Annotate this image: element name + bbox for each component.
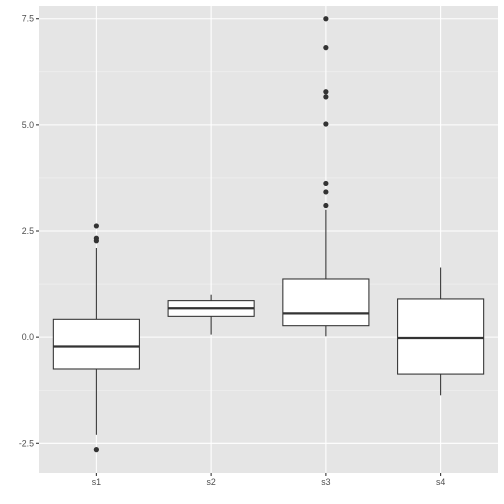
x-tick-label-s2: s2 [206, 477, 215, 487]
iqr-box [52, 318, 140, 370]
y-tick-label: -2.5 [19, 438, 34, 448]
outlier-point [93, 447, 99, 453]
y-tick-label: 5.0 [22, 120, 34, 130]
boxes-layer [52, 16, 485, 453]
iqr-box [397, 298, 485, 375]
x-axis: s1 s2 s3 s4 [92, 473, 445, 487]
outlier-point [323, 121, 329, 127]
outlier-point [323, 189, 329, 195]
outlier-point [93, 238, 99, 244]
iqr-box [282, 278, 370, 327]
y-tick-label: 0.0 [22, 332, 34, 342]
outlier-point [323, 202, 329, 209]
y-axis: -2.5 0.0 2.5 5.0 7.5 [19, 14, 39, 448]
outlier-point [323, 180, 329, 187]
minor-gridlines [39, 71, 498, 391]
x-tick-label-s3: s3 [321, 477, 330, 487]
box-s3 [282, 16, 370, 337]
outlier-point [323, 16, 329, 22]
outlier-point [323, 45, 329, 51]
y-tick-label: 7.5 [22, 14, 34, 24]
box-s1 [52, 223, 140, 453]
box-s2 [167, 294, 255, 335]
y-tick-label: 2.5 [22, 226, 34, 236]
x-tick-label-s4: s4 [436, 477, 445, 487]
outlier-point [323, 89, 329, 95]
box-s4 [397, 267, 485, 396]
outlier-point [323, 94, 329, 100]
outlier-point [93, 223, 99, 229]
plot-panel [39, 6, 498, 473]
x-tick-label-s1: s1 [92, 477, 101, 487]
